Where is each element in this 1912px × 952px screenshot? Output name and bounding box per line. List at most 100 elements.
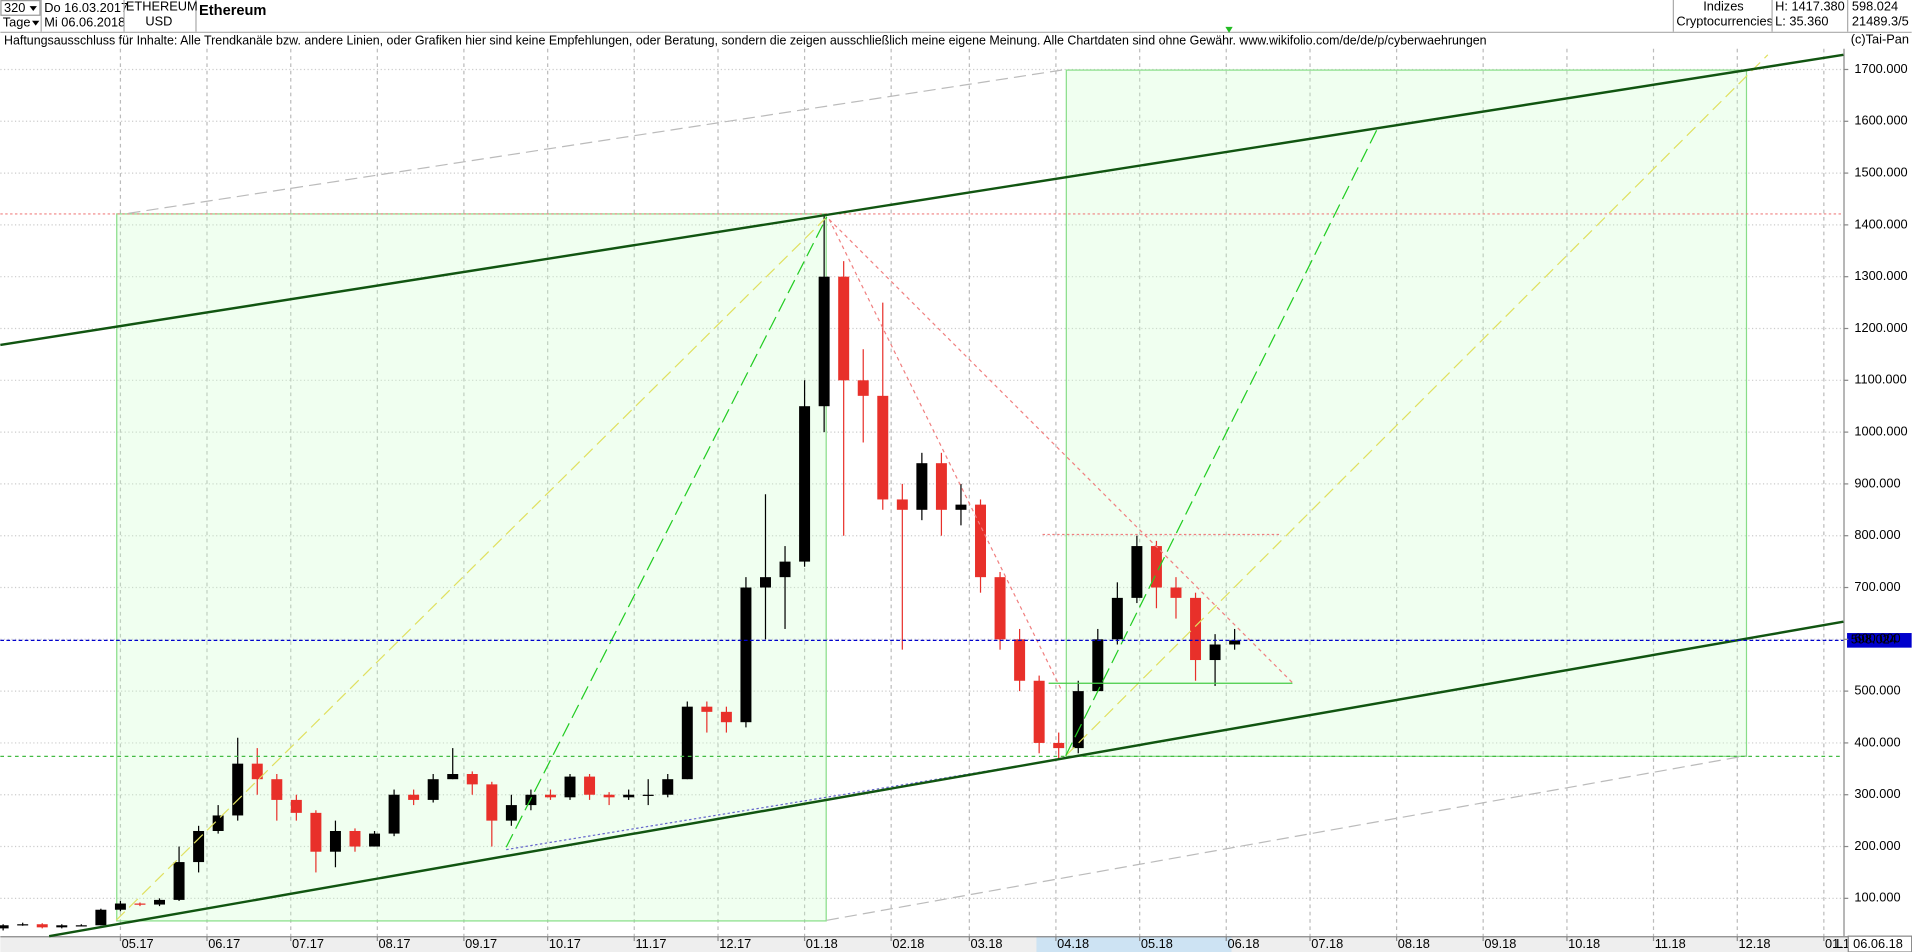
marker [1225,26,1233,33]
trend-lines [0,53,1844,938]
candle-body [408,794,420,800]
y-tick-label: 1700.000 [1854,61,1907,76]
trend-line [506,757,1066,851]
y-tick-label: 1200.000 [1854,320,1907,335]
x-tick-label: 10.18 [1568,936,1600,951]
x-tick-label: 12.17 [719,936,751,951]
subgroup: Cryptocurrencies [1676,13,1773,28]
candle-body [603,794,615,798]
candle-body [642,794,654,796]
candle-body [760,577,771,588]
candle-body [466,774,478,785]
candle-body [173,862,185,900]
volume: 21489.3/5 [1852,13,1909,28]
candle-body [0,925,9,929]
y-tick-label: 900.000 [1854,475,1900,490]
currency: USD [145,13,172,28]
x-tick-label: 11.17 [635,936,666,951]
y-tick-label: 1100.000 [1854,372,1906,387]
candle-body [818,276,830,407]
gann-line [1065,127,1379,757]
candle-body [564,776,576,798]
dropdown-arrow[interactable] [32,20,40,26]
y-tick-label: 1600.000 [1854,113,1907,128]
candle-body [369,833,381,847]
candle-body [623,794,635,798]
x-tick-label: 03.18 [971,936,1003,951]
x-axis-bar [0,936,1912,952]
candle-body [779,561,791,578]
disclaimer: Haftungsausschluss für Inhalte: Alle Tre… [4,34,1487,48]
candle-body [114,903,126,910]
last-price: 598.024 [1852,0,1898,14]
candle-body [935,463,947,510]
candle-body [486,784,498,821]
candle-body [975,504,986,578]
candle-body [1131,546,1143,598]
unit[interactable]: Tage [3,15,31,30]
scale-mode[interactable]: L [1836,936,1843,951]
candle-body [95,909,107,926]
candle-body [916,463,928,510]
last-price-label: 598.024 [1851,632,1897,647]
candle-body [740,587,752,723]
x-tick-label: 09.17 [465,936,497,951]
lower-channel [48,620,1844,938]
x-tick-label: 08.17 [379,936,411,951]
group: Indizes [1703,0,1744,14]
candle-body [232,763,244,816]
axis-labels: 100.000 200.000 300.000 400.000 500.000 600.0… [119,61,1908,951]
candle-body [857,380,869,396]
candle-body [896,499,908,510]
period[interactable]: 320 [4,0,25,15]
y-tick-label: 200.000 [1854,838,1900,853]
candle-body [1229,640,1241,645]
candle-body [1053,742,1065,749]
last-date: 06.06.18 [1853,936,1903,951]
x-tick-label: 11.18 [1655,936,1686,951]
candle-body [681,706,693,780]
candle-body [447,774,459,780]
x-tick-label: 07.17 [292,936,324,951]
dropdown-arrow[interactable] [29,6,37,11]
end-date: Mi 06.06.2018 [44,15,125,30]
range-box [1065,69,1748,757]
x-tick-label: 09.18 [1484,936,1516,951]
candle-body [75,925,87,927]
period-select[interactable] [0,0,41,16]
instrument-name: Ethereum [199,3,266,19]
candle-body [193,830,205,863]
gann-line [115,216,828,921]
candle-body [251,763,263,780]
candle-body [290,799,302,813]
candle-body [56,925,68,928]
x-tick-label: 07.18 [1311,936,1343,951]
candle-body [36,924,48,928]
y-tick-label: 800.000 [1854,527,1900,542]
y-tick-label: 700.000 [1854,579,1900,594]
x-tick-label: 04.18 [1057,936,1089,951]
candle-body [154,899,166,905]
projection-line [128,68,1066,214]
x-tick-label: 01.18 [806,936,838,951]
candle-body [1072,691,1084,749]
copyright: (c)Tai-Pan [1851,32,1909,47]
x-tick-label: 05.17 [122,936,154,951]
candle-body [701,706,713,712]
y-tick-label: 1300.000 [1854,268,1907,283]
high: H: 1417.380 [1775,0,1845,14]
candles [0,215,1241,931]
candle-body [1170,587,1182,598]
y-tick-label: 400.000 [1854,734,1900,749]
candle-body [212,815,224,831]
candle-body [1111,597,1123,640]
gann-line [505,216,828,848]
projection-line [826,755,1746,921]
y-tick-label: 1000.000 [1854,423,1907,438]
candle-body [720,711,732,723]
candle-body [1209,644,1221,661]
gann-line [1065,54,1769,757]
y-tick-label: 500.000 [1854,682,1900,697]
candle-body [1033,680,1045,743]
